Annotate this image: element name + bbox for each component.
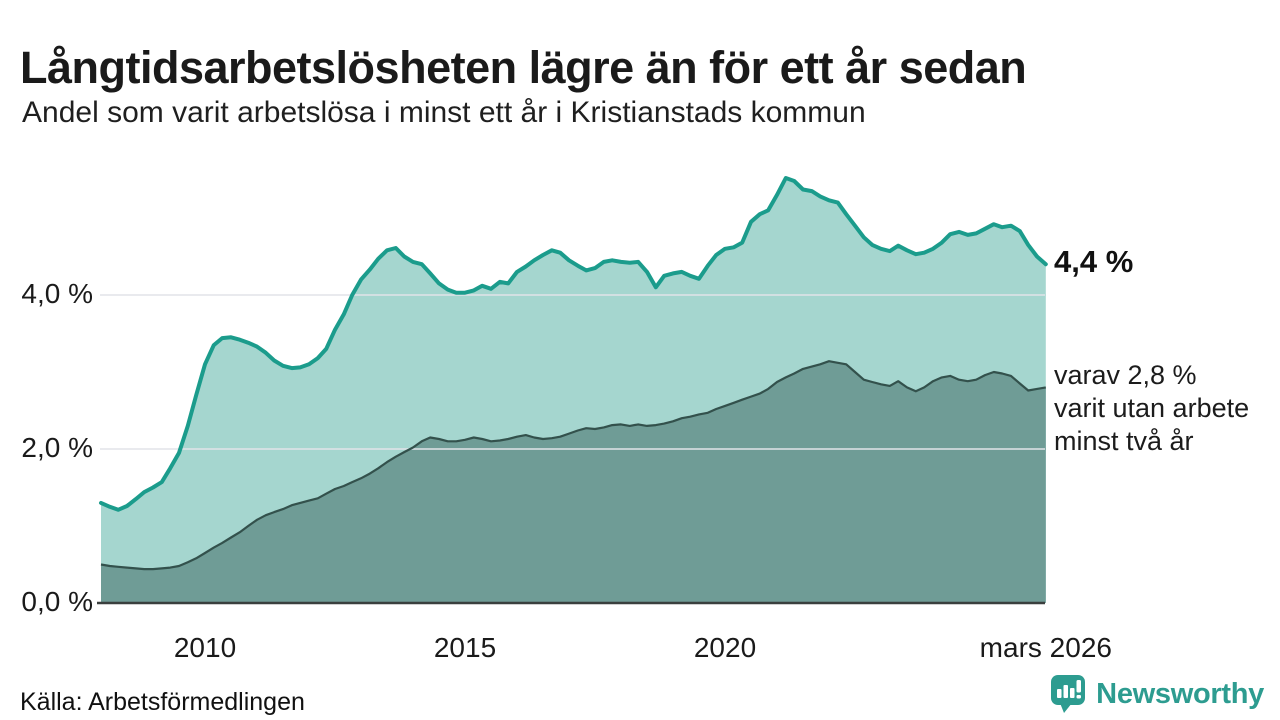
latest-value-label: 4,4 % [1054,244,1134,280]
y-tick-label: 2,0 % [21,432,93,463]
x-tick-label: 2020 [693,632,757,663]
page-title: Långtidsarbetslösheten lägre än för ett … [20,42,1027,94]
y-tick-label: 4,0 % [21,278,93,309]
source-note: Källa: Arbetsförmedlingen [20,688,305,716]
line-two-year [100,360,1046,571]
y-tick-label: 0,0 % [21,586,93,617]
newsworthy-logo-text: Newsworthy [1096,677,1264,710]
line-one-year [99,176,1048,512]
chart-subtitle: Andel som varit arbetslösa i minst ett å… [22,96,866,129]
x-tick-label: mars 2026 [979,632,1112,663]
two-year-annotation: varav 2,8 % varit utan arbete minst två … [1054,360,1250,457]
newsworthy-logo-icon [1051,675,1086,713]
x-tick-label: 2010 [173,632,237,663]
gridlines [100,294,1045,450]
area-two-year-fill [101,361,1046,603]
newsworthy-logo: Newsworthy [1050,674,1264,714]
x-tick-label: 2015 [433,632,497,663]
